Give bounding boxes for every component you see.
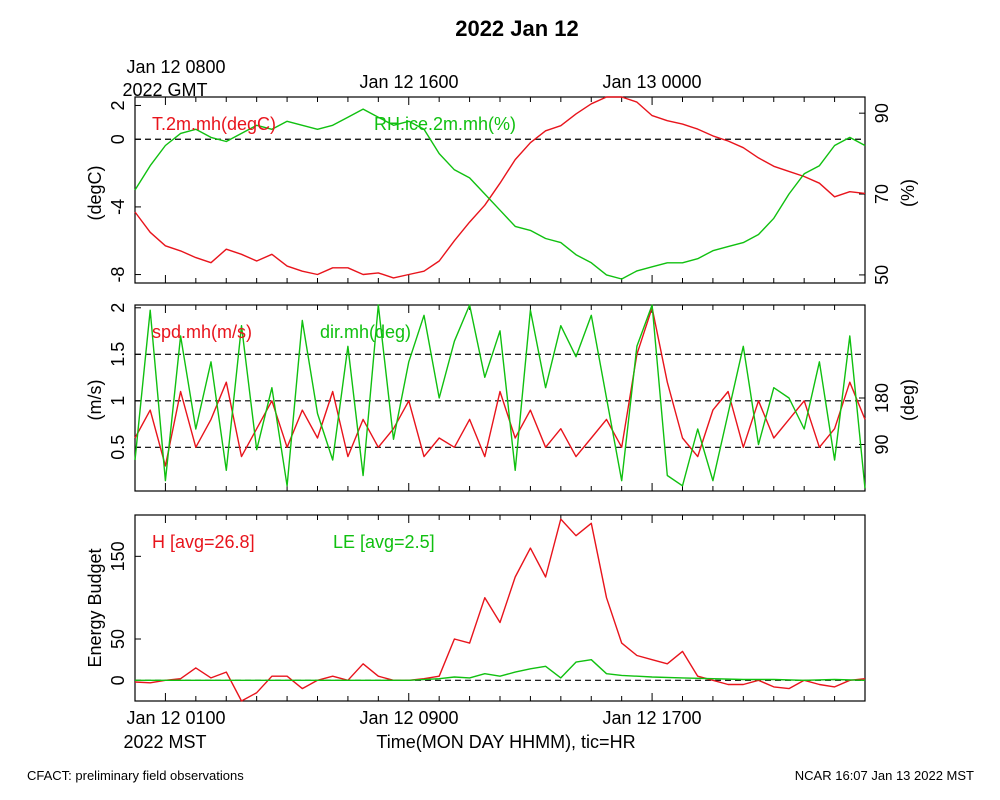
y-tick-label: -4 <box>108 199 128 215</box>
y-tick-label: 50 <box>108 629 128 649</box>
y-tick-label: 150 <box>108 541 128 571</box>
legend-h: H [avg=26.8] <box>152 532 255 552</box>
y-tick-label: -8 <box>108 267 128 283</box>
y2-tick-label: 180 <box>872 383 892 413</box>
x-axis-title: Time(MON DAY HHMM), tic=HR <box>376 732 635 752</box>
series-line-h <box>134 518 866 702</box>
ylabel-speed: (m/s) <box>85 380 105 421</box>
y2-tick-label: 70 <box>872 184 892 204</box>
y2-tick-label: 90 <box>872 103 892 123</box>
footer-timestamp: NCAR 16:07 Jan 13 2022 MST <box>794 768 974 783</box>
series-line-t-2m-mh-degc- <box>134 96 866 279</box>
bottom-axis-label: Jan 12 0900 <box>359 708 458 728</box>
legend-rh: RH.ice.2m.mh(%) <box>374 114 516 134</box>
bottom-axis-sublabel: 2022 MST <box>123 732 206 752</box>
footer-note: CFACT: preliminary field observations <box>27 768 244 783</box>
y-tick-label: 2 <box>108 303 128 313</box>
y-tick-label: 0.5 <box>108 435 128 460</box>
y2-tick-label: 90 <box>872 434 892 454</box>
ylabel-temperature: (degC) <box>85 165 105 220</box>
y-tick-label: 0 <box>108 675 128 685</box>
energy-budget-panel: 0 50 150 <box>108 514 866 702</box>
top-axis-label: Jan 12 1600 <box>359 72 458 92</box>
y2label-rh: (%) <box>898 179 918 207</box>
y-tick-label: 0 <box>108 134 128 144</box>
top-axis-sublabel: 2022 GMT <box>122 80 207 100</box>
y-tick-label: 2 <box>108 100 128 110</box>
bottom-axis-label: Jan 12 0100 <box>126 708 225 728</box>
y2label-direction: (deg) <box>898 379 918 421</box>
series-line-rh-ice-2m-mh- <box>134 108 866 280</box>
legend-speed: spd.mh(m/s) <box>152 322 252 342</box>
y-tick-label: 1 <box>108 396 128 406</box>
legend-direction: dir.mh(deg) <box>320 322 411 342</box>
y2-tick-label: 50 <box>872 265 892 285</box>
ylabel-energy: Energy Budget <box>85 548 105 667</box>
top-axis-label: Jan 13 0000 <box>602 72 701 92</box>
legend-temperature: T.2m.mh(degC) <box>152 114 276 134</box>
series-line-le <box>135 659 866 681</box>
series-line-spd-mh-m-s- <box>134 307 866 467</box>
temperature-rh-panel: -8 -4 0 2 50 70 90 <box>108 96 892 285</box>
legend-le: LE [avg=2.5] <box>333 532 435 552</box>
series-line-dir-mh-deg- <box>134 304 866 489</box>
bottom-axis-label: Jan 12 1700 <box>602 708 701 728</box>
wind-panel: 0.5 1 1.5 2 90 180 <box>108 303 892 492</box>
chart-title: 2022 Jan 12 <box>455 16 579 41</box>
top-axis-label: Jan 12 0800 <box>126 57 225 77</box>
y-tick-label: 1.5 <box>108 342 128 367</box>
